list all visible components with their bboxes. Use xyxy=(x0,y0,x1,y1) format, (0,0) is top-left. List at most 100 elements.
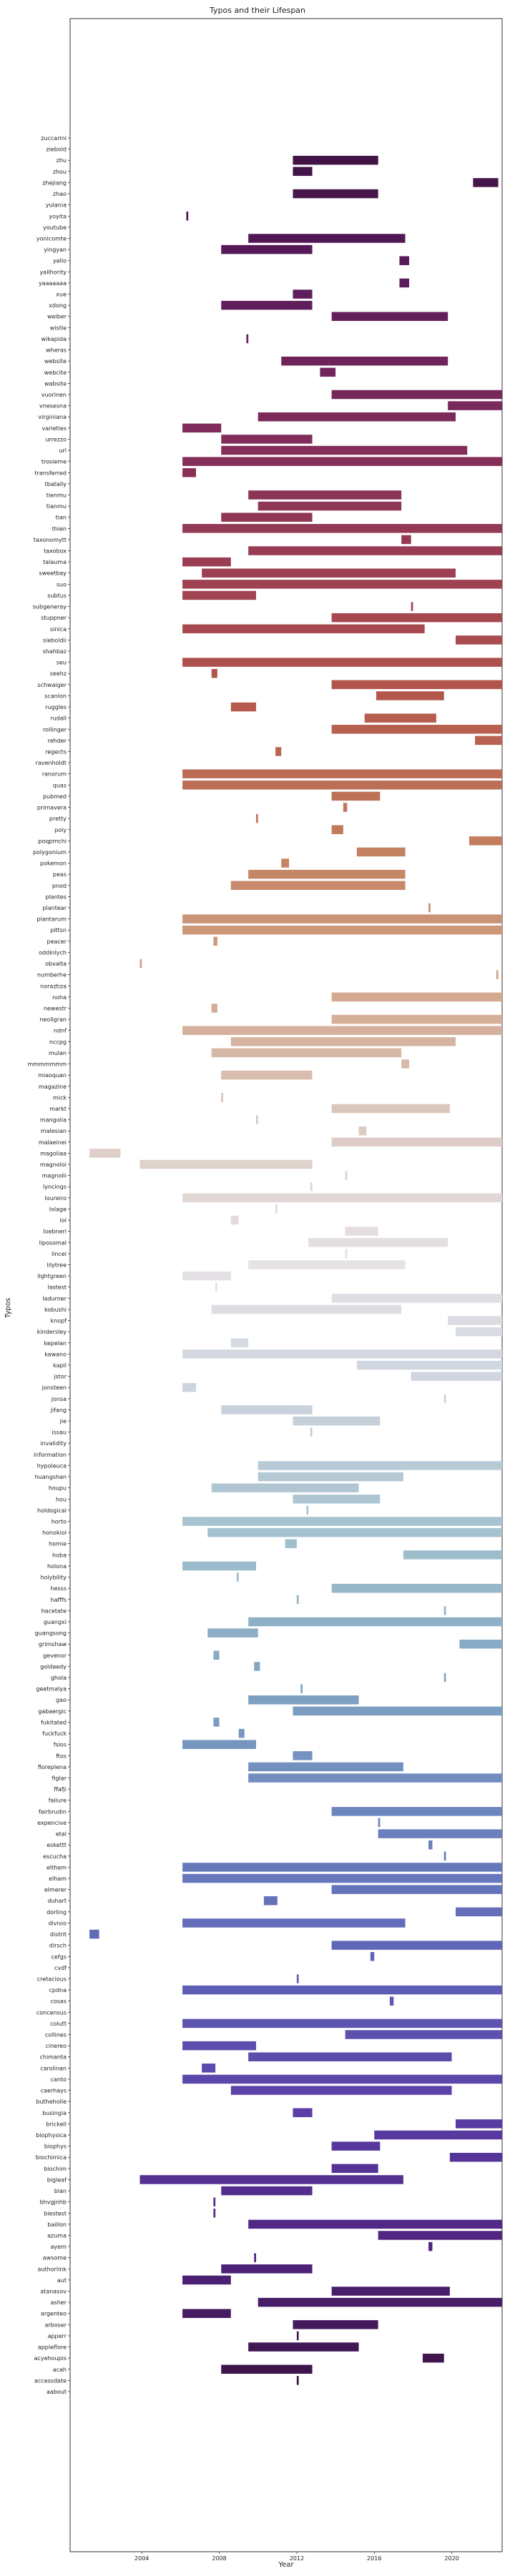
lifespan-bar-seu xyxy=(182,658,502,667)
lifespan-bar-caerhays xyxy=(230,2086,452,2095)
y-tick-label: lastest xyxy=(47,1284,67,1291)
y-tick-labels: zuccarini ziebold zhu zhou zhejiang zhao yulan… xyxy=(27,135,70,2395)
y-tick-label: varieties xyxy=(41,425,67,432)
lifespan-bar-thien xyxy=(182,524,502,533)
y-tick-label: atanasov xyxy=(40,2289,67,2295)
y-tick-label: cpdna xyxy=(49,1987,67,1993)
lifespan-bar-kobushi xyxy=(211,1304,402,1314)
lifespan-bar-hou xyxy=(293,1495,381,1504)
y-tick-label: wabsite xyxy=(44,380,67,387)
y-tick-label: dirsch xyxy=(49,1943,67,1949)
y-tick-label: mmmmmmm xyxy=(27,1061,67,1068)
y-tick-label: seu xyxy=(57,660,67,666)
lifespan-bar-pubmed xyxy=(331,791,381,801)
y-tick-label: yoyita xyxy=(49,213,67,219)
lifespan-bar-varieties xyxy=(182,423,222,433)
y-tick-label: gevenor xyxy=(43,1653,67,1659)
y-tick-label: failure xyxy=(49,1798,67,1804)
y-tick-label: yulania xyxy=(46,202,67,209)
x-tick-label: 2016 xyxy=(367,2555,381,2562)
y-tick-label: sweetbay xyxy=(39,570,67,577)
lifespan-bar-website xyxy=(281,356,448,366)
lifespan-bar-magnolii xyxy=(345,1171,348,1180)
lifespan-bar-plantarum xyxy=(182,914,502,923)
y-tick-label: homie xyxy=(49,1541,67,1547)
lifespan-bar-vnesesna xyxy=(448,401,502,410)
lifespan-bar-nccpg xyxy=(230,1037,456,1046)
y-tick-label: holybility xyxy=(40,1575,67,1581)
lifespan-bar-poqpmchi xyxy=(469,836,502,846)
y-tick-label: kawano xyxy=(44,1351,67,1357)
y-tick-label: cosas xyxy=(50,1998,67,2005)
lifespan-bar-floreplena xyxy=(248,1762,403,1772)
y-tick-label: chimanta xyxy=(40,2054,67,2061)
lifespan-bar-accessdate xyxy=(296,2376,299,2385)
lifespan-bar-numberhe xyxy=(496,970,499,979)
y-tick-label: bhvgjnhb xyxy=(40,2199,67,2206)
lifespan-bar-kindersley xyxy=(456,1327,502,1337)
y-tick-label: guangsong xyxy=(35,1630,67,1637)
lifespan-bar-jonsa xyxy=(443,1394,446,1404)
y-tick-label: scanlon xyxy=(44,693,67,699)
y-tick-label: aut xyxy=(57,2277,67,2284)
lifespan-bar-mangolia xyxy=(256,1115,258,1124)
y-tick-label: accessdate xyxy=(34,2377,67,2384)
y-tick-label: argenteo xyxy=(41,2311,67,2317)
y-tick-label: suo xyxy=(57,581,67,588)
lifespan-bar-malaeinei xyxy=(331,1137,502,1147)
y-tick-label: hoba xyxy=(52,1552,67,1558)
y-tick-label: taxobox xyxy=(44,548,67,555)
lifespan-bar-dirsch xyxy=(331,1941,502,1950)
y-tick-label: duhart xyxy=(47,1898,67,1904)
lifespan-bar-etal xyxy=(378,1829,502,1838)
x-axis-label: Year xyxy=(278,2561,294,2569)
lifespan-bar-miaoquan xyxy=(221,1070,313,1080)
lifespan-bar-wikapida xyxy=(246,334,249,344)
lifespan-bar-jifang xyxy=(221,1405,313,1415)
lifespan-bar-asher xyxy=(258,2297,502,2307)
y-tick-label: zhu xyxy=(57,157,67,164)
lifespan-bar-hypoleuca xyxy=(258,1461,502,1470)
x-tick-label: 2008 xyxy=(212,2555,226,2562)
y-tick-label: eskettt xyxy=(46,1842,67,1848)
y-tick-label: lol xyxy=(60,1217,67,1224)
lifespan-bar-newestr xyxy=(211,1004,217,1013)
lifespan-bar-collines xyxy=(345,2030,502,2039)
y-tick-label: magnoloi xyxy=(40,1161,67,1168)
y-tick-label: appleflore xyxy=(38,2344,67,2351)
lifespan-bar-jonsteen xyxy=(182,1382,197,1392)
y-tick-label: magazine xyxy=(39,1084,67,1090)
lifespan-bar-fukitated xyxy=(213,1718,220,1727)
y-tick-label: fuckfuck xyxy=(42,1730,67,1737)
lifespan-bar-url xyxy=(221,445,468,455)
y-tick-label: obvalta xyxy=(45,961,67,967)
y-tick-label: geetmalya xyxy=(36,1686,67,1693)
lifespan-bar-sinica xyxy=(182,624,425,634)
y-tick-label: dorling xyxy=(46,1909,67,1916)
y-tick-label: yingyan xyxy=(44,247,67,253)
y-tick-label: xdong xyxy=(49,302,67,309)
lifespan-bar-honokiol xyxy=(207,1527,502,1537)
y-tick-label: bian xyxy=(54,2188,67,2194)
y-tick-label: tian xyxy=(56,515,67,521)
bars-layer xyxy=(89,155,502,2385)
y-tick-label: fairbrudin xyxy=(39,1808,67,1815)
y-tick-label: tbatally xyxy=(45,481,67,487)
lifespan-bar-tienmu xyxy=(248,490,402,500)
lifespan-bar-rehder xyxy=(475,735,502,745)
lifespan-bar-houpu xyxy=(211,1483,359,1492)
y-tick-label: pittsn xyxy=(50,927,67,933)
y-tick-label: peas xyxy=(53,871,67,878)
plot-frame xyxy=(69,18,503,2552)
lifespan-bar-schwaiger xyxy=(331,680,502,690)
lifespan-bar-yaaaaaaa xyxy=(399,278,409,288)
lifespan-bar-gao xyxy=(248,1695,359,1705)
lifespan-bar-suo xyxy=(182,580,502,589)
y-tick-label: webcite xyxy=(44,370,67,376)
x-tick-label: 2004 xyxy=(134,2555,149,2562)
y-tick-label: noraztiza xyxy=(40,983,67,989)
y-tick-label: tienmu xyxy=(46,492,67,498)
lifespan-bar-yingyan xyxy=(221,244,313,254)
lifespan-bar-dorling xyxy=(456,1907,502,1917)
